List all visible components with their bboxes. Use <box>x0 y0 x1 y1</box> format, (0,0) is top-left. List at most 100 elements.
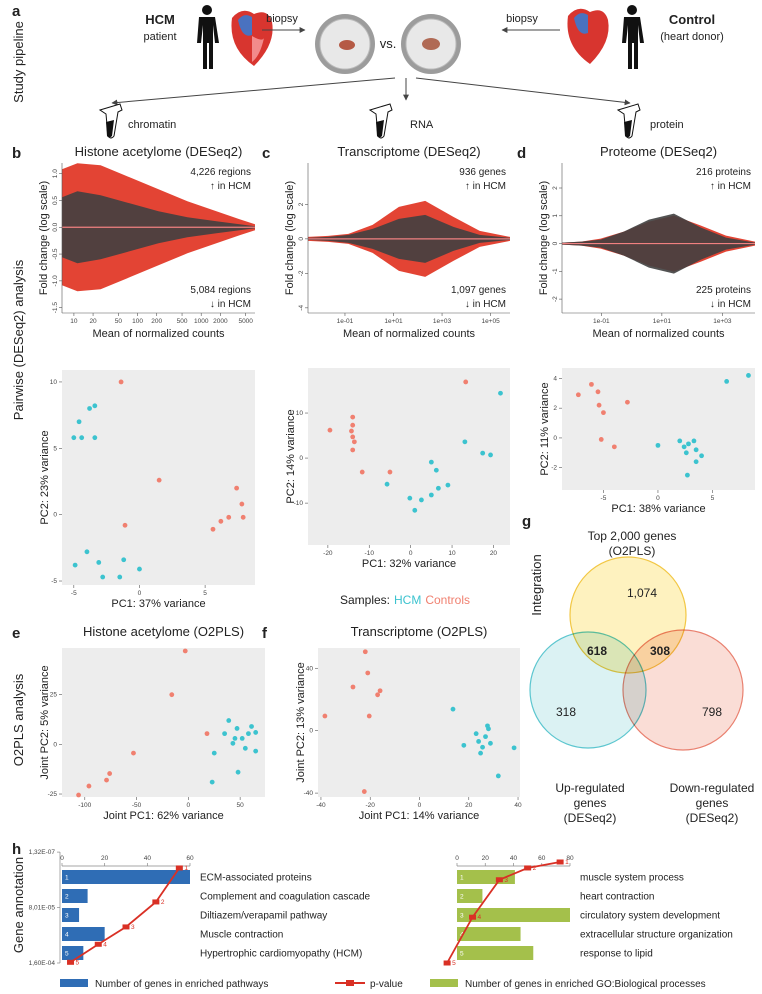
venn-set-label: Up-regulated <box>555 781 624 795</box>
y-axis-label: Joint PC2: 5% variance <box>39 665 51 779</box>
plot-background <box>62 648 265 797</box>
y-tick-label: 2 <box>553 405 557 412</box>
bar <box>62 889 88 903</box>
point <box>218 518 224 524</box>
bar <box>457 908 570 922</box>
biopsy-label: biopsy <box>266 13 298 25</box>
output-label: RNA <box>410 119 434 131</box>
marker-rank: 2 <box>161 899 165 906</box>
point <box>476 739 482 744</box>
y-tick-label: -10 <box>294 500 304 507</box>
point <box>387 469 393 475</box>
human-icon <box>197 5 219 69</box>
point <box>350 422 356 428</box>
point <box>498 390 503 396</box>
x-tick-label: 1e+01 <box>653 318 672 325</box>
point <box>655 442 661 448</box>
annotation: 936 genes <box>459 167 506 178</box>
human-icon <box>622 5 644 69</box>
legend-swatch <box>346 980 354 986</box>
point <box>87 406 92 411</box>
y-tick-label: 0 <box>299 455 303 462</box>
x-tick-label: 50 <box>115 318 123 325</box>
annotation: ↓ in HCM <box>710 299 751 310</box>
y-tick-label: 0.5 <box>52 196 59 205</box>
x-tick-label: -5 <box>71 590 77 597</box>
point <box>226 718 232 723</box>
y-tick-label: -40 <box>304 790 314 797</box>
point <box>76 792 81 798</box>
point <box>699 453 704 459</box>
point <box>253 730 259 735</box>
x-tick-label: 0 <box>409 550 413 557</box>
point <box>249 724 254 729</box>
x-tick-label: 0 <box>656 495 660 502</box>
y-tick-label: 0 <box>309 728 313 735</box>
annotation: ↓ in HCM <box>210 299 251 310</box>
venn-set-label: (DESeq2) <box>686 811 739 825</box>
marker-rank: 1 <box>565 859 569 866</box>
point <box>384 481 390 487</box>
legend-label: p-value <box>370 979 403 990</box>
x-tick-label: -100 <box>78 802 91 809</box>
legend-label: Number of genes in enriched GO:Biologica… <box>465 979 706 990</box>
annotation: ↑ in HCM <box>465 181 506 192</box>
point <box>92 403 98 409</box>
vs-label: vs. <box>380 36 397 51</box>
legend-entry: Controls <box>425 593 470 607</box>
annotation: ↑ in HCM <box>210 181 251 192</box>
x-tick-label: 1e-01 <box>593 318 610 325</box>
venn-count: 798 <box>702 705 722 719</box>
panel-label: a <box>12 3 21 20</box>
annotation: 225 proteins <box>696 285 751 296</box>
x-axis-label: Mean of normalized counts <box>592 328 725 340</box>
hcm-sub: patient <box>143 31 176 43</box>
annotation: ↑ in HCM <box>710 181 751 192</box>
point <box>589 381 594 387</box>
venn-title: Top 2,000 genes <box>588 529 677 543</box>
y-tick-label: 5 <box>53 445 57 452</box>
tube-icon <box>98 103 123 139</box>
y-axis-label: PC2: 23% variance <box>39 430 51 524</box>
y-tick-label: -2 <box>551 465 557 472</box>
row-label: Integration <box>529 554 544 615</box>
venn-count: 618 <box>587 644 607 658</box>
point <box>76 419 82 425</box>
point <box>226 514 232 520</box>
category-label: Hypertrophic cardiomyopathy (HCM) <box>200 949 362 960</box>
panel-label: e <box>12 625 20 642</box>
x-axis-label: Mean of normalized counts <box>92 328 225 340</box>
venn-circle <box>622 629 744 751</box>
legend-entry: HCM <box>394 593 421 607</box>
point <box>601 410 606 416</box>
annotation: ↓ in HCM <box>465 299 506 310</box>
point <box>365 670 371 676</box>
point <box>104 777 109 783</box>
legend-title: Samples: <box>340 593 390 607</box>
x-tick-label: 0 <box>187 802 191 809</box>
x-tick-label: 20 <box>89 318 97 325</box>
point <box>488 740 493 746</box>
point <box>117 574 123 580</box>
category-label: Complement and coagulation cascade <box>200 892 371 903</box>
point <box>595 389 601 395</box>
venn-count: 1,074 <box>627 586 657 600</box>
x-tick-label: 100 <box>132 318 143 325</box>
y-tick-label: 40 <box>306 665 314 672</box>
point <box>234 485 240 491</box>
x-tick-label: 60 <box>186 855 194 862</box>
point <box>611 444 617 450</box>
point <box>683 450 689 456</box>
point <box>209 779 215 785</box>
point <box>598 437 604 442</box>
x-tick-label: 20 <box>490 550 498 557</box>
chart-title: Transcriptome (DESeq2) <box>337 144 480 159</box>
x-tick-label: 0 <box>60 855 64 862</box>
point <box>691 438 697 444</box>
x-tick-label: 5 <box>203 590 207 597</box>
point <box>253 748 259 754</box>
samples-legend: Samples: HCM Controls <box>340 593 470 607</box>
point <box>480 744 485 750</box>
point <box>575 392 581 398</box>
point <box>433 467 439 473</box>
